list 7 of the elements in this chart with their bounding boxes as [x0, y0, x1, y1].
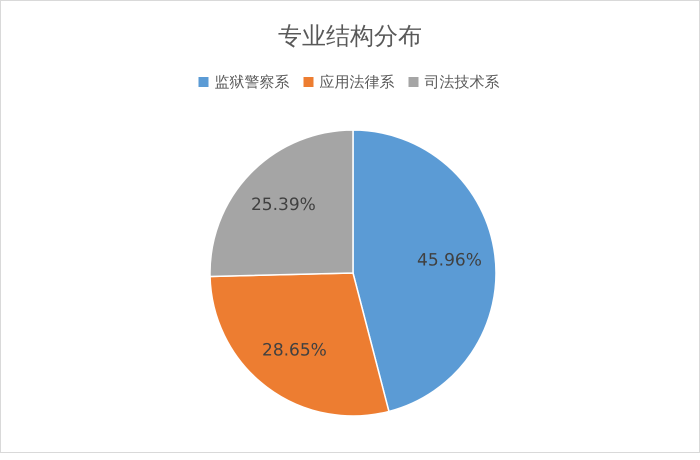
data-label: 28.65% [262, 340, 327, 361]
legend-label: 应用法律系 [320, 73, 394, 91]
data-label: 25.39% [250, 195, 316, 216]
chart-title: 专业结构分布 [278, 22, 422, 50]
legend-label: 司法技术系 [424, 73, 500, 91]
data-label: 45.96% [417, 250, 482, 271]
legend-label: 监狱警察系 [214, 73, 290, 91]
